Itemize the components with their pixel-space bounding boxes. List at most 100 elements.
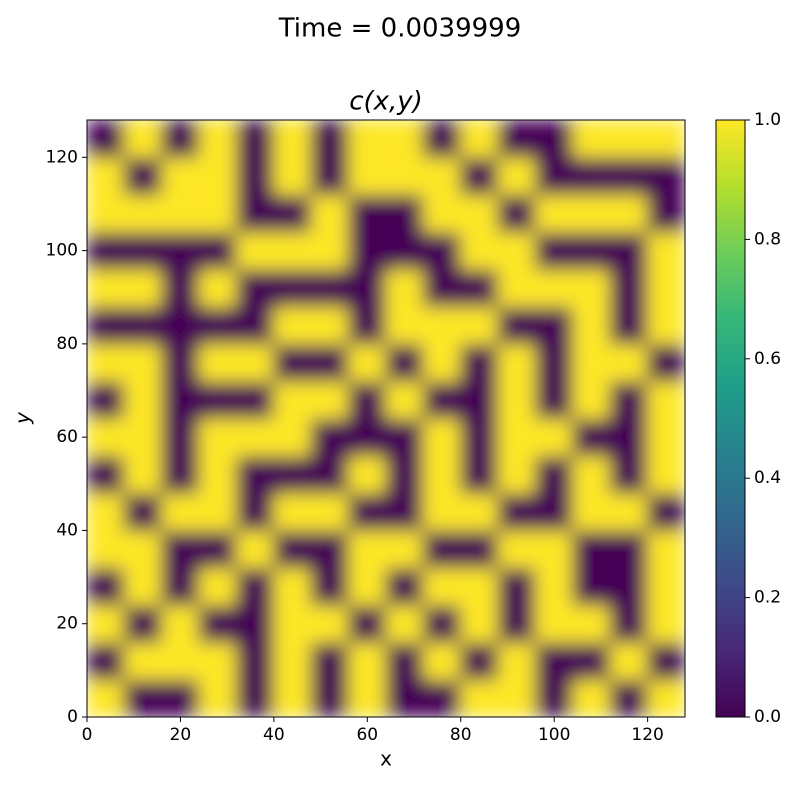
heatmap-cell	[609, 418, 649, 457]
heatmap-cell	[535, 268, 574, 308]
heatmap-cell	[385, 529, 424, 569]
heatmap-cell	[460, 380, 499, 419]
heatmap-cell	[609, 455, 649, 494]
colorbar-tick-label: 0.0	[754, 707, 781, 727]
heatmap-cell	[273, 306, 312, 345]
heatmap-cell	[535, 492, 574, 531]
heatmap-cell	[572, 455, 611, 494]
y-tick-label: 80	[56, 334, 78, 354]
heatmap-cell	[310, 492, 350, 531]
heatmap-cell	[609, 231, 649, 270]
heatmap-cell	[123, 492, 163, 531]
heatmap-cell	[310, 641, 350, 681]
heatmap-cell	[236, 679, 275, 717]
heatmap-cell	[273, 418, 312, 457]
heatmap-cell	[385, 343, 424, 382]
heatmap-cell	[497, 641, 536, 681]
heatmap-cell	[647, 343, 685, 382]
heatmap-cell	[497, 268, 536, 308]
heatmap-cell	[647, 418, 685, 457]
heatmap-cell	[422, 380, 462, 419]
heatmap-cell	[497, 306, 536, 345]
heatmap-cell	[535, 418, 574, 457]
heatmap-cell	[161, 567, 200, 606]
heatmap-cell	[497, 194, 536, 233]
colorbar	[715, 119, 746, 718]
heatmap-cell	[87, 380, 125, 419]
heatmap-cell	[385, 567, 424, 606]
heatmap-cell	[497, 567, 536, 606]
heatmap-cell	[385, 194, 424, 233]
heatmap-cell	[460, 156, 499, 196]
heatmap-cell	[161, 492, 200, 531]
heatmap-cell	[497, 492, 536, 531]
heatmap-cell	[572, 343, 611, 382]
heatmap-cell	[348, 306, 387, 345]
y-tick-label: 60	[56, 427, 78, 447]
heatmap-cell	[572, 641, 611, 681]
heatmap-cell	[236, 231, 275, 270]
heatmap-cell	[348, 268, 387, 308]
heatmap-cell	[535, 604, 574, 643]
heatmap-cell	[198, 418, 237, 457]
heatmap-cell	[87, 268, 125, 308]
heatmap-cell	[572, 194, 611, 233]
heatmap-cell	[123, 268, 163, 308]
heatmap-cell	[385, 380, 424, 419]
heatmap-cell	[310, 306, 350, 345]
heatmap-cell	[198, 380, 237, 419]
heatmap-cell	[310, 120, 350, 158]
x-axis-label: x	[380, 747, 392, 771]
heatmap-cell	[236, 641, 275, 681]
heatmap-cell	[535, 231, 574, 270]
heatmap-cell	[348, 120, 387, 158]
x-tick-label: 120	[631, 725, 663, 745]
heatmap-cell	[87, 604, 125, 643]
heatmap-cell	[123, 380, 163, 419]
heatmap-cell	[535, 120, 574, 158]
heatmap-cell	[647, 231, 685, 270]
heatmap-cell	[198, 567, 237, 606]
heatmap-cell	[385, 418, 424, 457]
heatmap-cell	[422, 418, 462, 457]
heatmap-cell	[572, 492, 611, 531]
heatmap-cell	[310, 604, 350, 643]
heatmap-cell	[572, 529, 611, 569]
heatmap-cell	[348, 604, 387, 643]
heatmap-cell	[572, 156, 611, 196]
colorbar-tick-label: 0.4	[754, 468, 781, 488]
heatmap-cell	[572, 120, 611, 158]
heatmap-cell	[535, 380, 574, 419]
heatmap-cell	[273, 455, 312, 494]
heatmap-cell	[273, 604, 312, 643]
heatmap-cell	[161, 231, 200, 270]
heatmap-cell	[198, 343, 237, 382]
heatmap-cell	[609, 492, 649, 531]
heatmap-cell	[123, 343, 163, 382]
colorbar-tick-label: 1.0	[754, 110, 781, 130]
heatmap-cell	[460, 641, 499, 681]
heatmap-cell	[198, 492, 237, 531]
heatmap-cell	[161, 455, 200, 494]
heatmap-cell	[87, 194, 125, 233]
heatmap-cell	[236, 268, 275, 308]
heatmap-cell	[236, 567, 275, 606]
heatmap-cell	[609, 641, 649, 681]
suptitle: Time = 0.0039999	[278, 14, 522, 44]
heatmap-cell	[460, 567, 499, 606]
x-tick-label: 40	[263, 725, 285, 745]
heatmap-cell	[647, 455, 685, 494]
heatmap-cell	[123, 529, 163, 569]
heatmap-cell	[236, 194, 275, 233]
heatmap-cell	[609, 306, 649, 345]
x-tick-label: 0	[82, 725, 93, 745]
x-tick-label: 80	[450, 725, 472, 745]
heatmap-cell	[609, 380, 649, 419]
heatmap-cell	[609, 194, 649, 233]
heatmap-cell	[87, 492, 125, 531]
heatmap-cell	[460, 231, 499, 270]
heatmap-cell	[161, 306, 200, 345]
heatmap-cell	[123, 231, 163, 270]
heatmap-cell	[348, 231, 387, 270]
heatmap-cell	[236, 604, 275, 643]
